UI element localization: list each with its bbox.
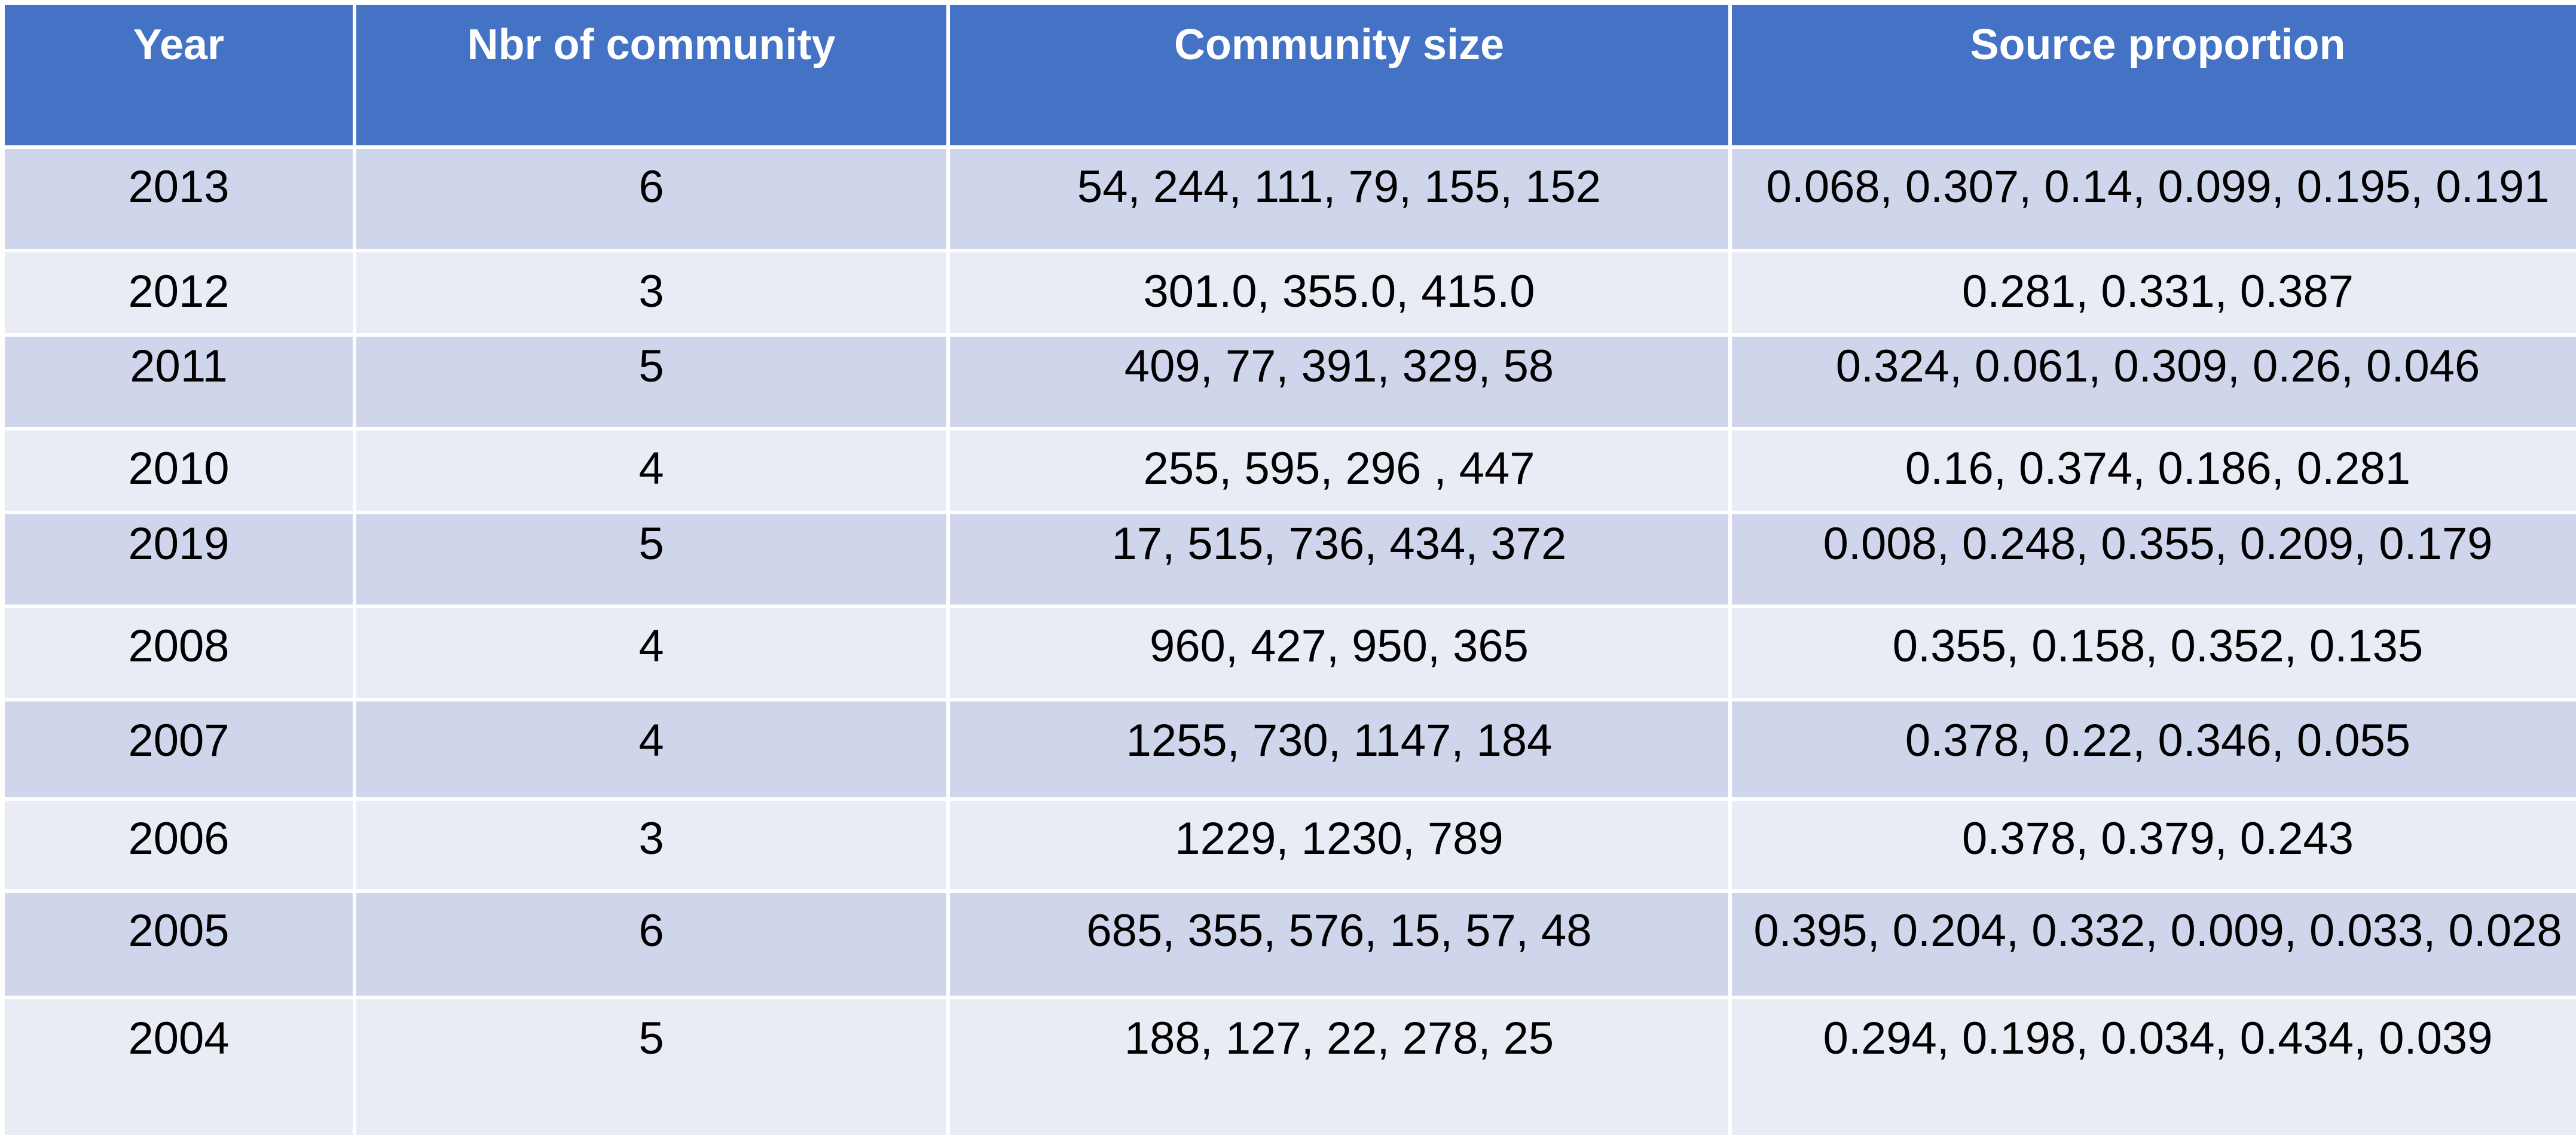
table-cell-proportion: 0.294, 0.198, 0.034, 0.434, 0.039 bbox=[1732, 999, 2576, 1135]
header-nbr-of-community: Nbr of community bbox=[356, 5, 946, 145]
table-cell-size: 685, 355, 576, 15, 57, 48 bbox=[950, 893, 1728, 996]
table-cell-proportion: 0.378, 0.22, 0.346, 0.055 bbox=[1732, 701, 2576, 797]
table-cell-nbr: 6 bbox=[356, 149, 946, 249]
table-cell-nbr: 4 bbox=[356, 431, 946, 511]
table-cell-proportion: 0.355, 0.158, 0.352, 0.135 bbox=[1732, 608, 2576, 698]
table-cell-year: 2008 bbox=[5, 608, 353, 698]
table-cell-year: 2011 bbox=[5, 337, 353, 427]
table-cell-year: 2013 bbox=[5, 149, 353, 249]
community-table: Year Nbr of community Community size Sou… bbox=[5, 5, 2576, 1135]
table-cell-proportion: 0.395, 0.204, 0.332, 0.009, 0.033, 0.028 bbox=[1732, 893, 2576, 996]
table-cell-size: 409, 77, 391, 329, 58 bbox=[950, 337, 1728, 427]
table-cell-size: 1255, 730, 1147, 184 bbox=[950, 701, 1728, 797]
header-source-proportion: Source proportion bbox=[1732, 5, 2576, 145]
table-cell-nbr: 4 bbox=[356, 701, 946, 797]
table-cell-nbr: 3 bbox=[356, 252, 946, 333]
table-cell-size: 960, 427, 950, 365 bbox=[950, 608, 1728, 698]
table-cell-nbr: 5 bbox=[356, 514, 946, 605]
table-cell-year: 2006 bbox=[5, 801, 353, 889]
table-cell-proportion: 0.281, 0.331, 0.387 bbox=[1732, 252, 2576, 333]
table-cell-size: 301.0, 355.0, 415.0 bbox=[950, 252, 1728, 333]
table-cell-proportion: 0.324, 0.061, 0.309, 0.26, 0.046 bbox=[1732, 337, 2576, 427]
table-cell-size: 188, 127, 22, 278, 25 bbox=[950, 999, 1728, 1135]
table-cell-nbr: 6 bbox=[356, 893, 946, 996]
table-cell-year: 2007 bbox=[5, 701, 353, 797]
table-cell-proportion: 0.378, 0.379, 0.243 bbox=[1732, 801, 2576, 889]
table-cell-year: 2012 bbox=[5, 252, 353, 333]
table-cell-size: 54, 244, 111, 79, 155, 152 bbox=[950, 149, 1728, 249]
table-cell-year: 2005 bbox=[5, 893, 353, 996]
table-cell-year: 2010 bbox=[5, 431, 353, 511]
table-cell-year: 2004 bbox=[5, 999, 353, 1135]
table-cell-proportion: 0.16, 0.374, 0.186, 0.281 bbox=[1732, 431, 2576, 511]
table-cell-size: 255, 595, 296 , 447 bbox=[950, 431, 1728, 511]
table-cell-nbr: 3 bbox=[356, 801, 946, 889]
table-cell-size: 1229, 1230, 789 bbox=[950, 801, 1728, 889]
table-cell-nbr: 5 bbox=[356, 337, 946, 427]
header-community-size: Community size bbox=[950, 5, 1728, 145]
table-cell-nbr: 4 bbox=[356, 608, 946, 698]
table-cell-nbr: 5 bbox=[356, 999, 946, 1135]
table-cell-proportion: 0.008, 0.248, 0.355, 0.209, 0.179 bbox=[1732, 514, 2576, 605]
table-cell-proportion: 0.068, 0.307, 0.14, 0.099, 0.195, 0.191 bbox=[1732, 149, 2576, 249]
table-cell-size: 17, 515, 736, 434, 372 bbox=[950, 514, 1728, 605]
header-year: Year bbox=[5, 5, 353, 145]
table-cell-year: 2019 bbox=[5, 514, 353, 605]
